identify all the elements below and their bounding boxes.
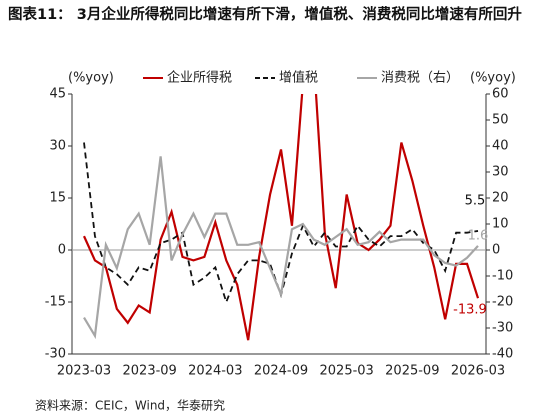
y2-tick-label: 40	[492, 139, 509, 154]
y2-tick-label: -30	[492, 321, 513, 336]
x-tick-label: 2025-09	[385, 364, 439, 379]
series-line	[83, 156, 479, 340]
y2-tick-label: -20	[492, 295, 513, 310]
annotation: -13.9	[453, 303, 487, 318]
x-tick-label: 2023-03	[57, 364, 111, 379]
y2-tick-label: 20	[492, 191, 509, 206]
source: 资料来源：CEIC，Wind，华泰研究	[35, 398, 225, 413]
y-tick-label: 15	[49, 191, 66, 206]
x-tick-label: 2025-03	[320, 364, 374, 379]
y2-tick-label: 60	[492, 87, 509, 102]
y2-tick-label: -10	[492, 269, 513, 284]
x-tick-label: 2023-09	[123, 364, 177, 379]
series-line	[82, 94, 480, 341]
annotation: 1.6	[468, 228, 489, 243]
y-tick-label: 45	[49, 87, 66, 102]
y-label: (%yoy)	[68, 71, 114, 86]
legend-label: 企业所得税	[167, 70, 232, 86]
y2-tick-label: 30	[492, 165, 509, 180]
x-tick-label: 2024-03	[188, 364, 242, 379]
y2-tick-label: 0	[492, 243, 500, 258]
legend-label: 增值税	[279, 70, 318, 86]
x-tick-label: 2026-03	[451, 364, 505, 379]
y-tick-label: 0	[58, 243, 66, 258]
y2-label: (%yoy)	[470, 71, 516, 86]
y-tick-label: 30	[49, 139, 66, 154]
x-tick-label: 2024-09	[254, 364, 308, 379]
y-tick-label: -15	[45, 295, 66, 310]
y2-tick-label: 50	[492, 113, 509, 128]
series-line	[83, 142, 479, 305]
plot-area	[82, 94, 480, 341]
y2-tick-label: -40	[492, 347, 513, 362]
chart-title: 图表11： 3月企业所得税同比增速有所下滑，增值税、消费税同比增速有所回升	[8, 7, 522, 23]
y-tick-label: -30	[45, 347, 66, 362]
legend-label: 消费税（右）	[381, 71, 459, 86]
annotation: 5.5	[465, 193, 486, 208]
y2-tick-label: 10	[492, 217, 509, 232]
